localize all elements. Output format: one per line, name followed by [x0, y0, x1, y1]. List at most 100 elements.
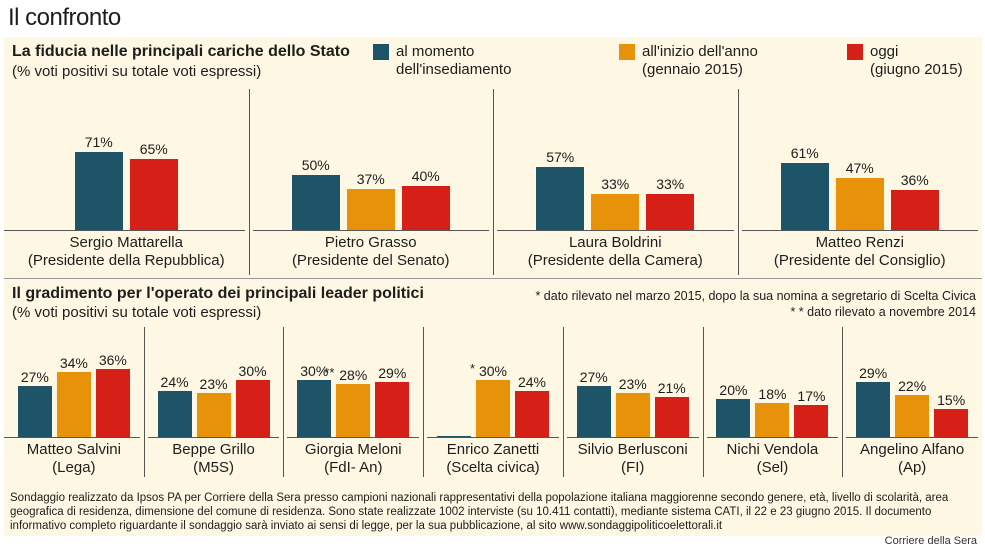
- value-label: 36%: [900, 172, 929, 189]
- value-label: 34%: [59, 355, 88, 372]
- group-separator: [423, 327, 425, 477]
- chart2-title: Il gradimento per l'operato dei principa…: [12, 285, 424, 302]
- value-label: 65%: [139, 140, 168, 157]
- value-label: 29%: [378, 364, 407, 381]
- bar-laura-boldrini-s3: [646, 193, 695, 230]
- category-rule: [846, 437, 978, 438]
- category-sublabel: (Ap): [897, 459, 927, 476]
- category-rule: [706, 437, 839, 438]
- bar-nichi-vendola-s3: [794, 404, 829, 437]
- category-sublabel: (Presidente del Consiglio): [773, 252, 946, 269]
- category-sublabel: (Lega): [52, 459, 96, 476]
- bar-giorgia-meloni-s2: [336, 383, 371, 437]
- asterisk-mark: *: [470, 361, 476, 376]
- value-label: 71%: [84, 133, 113, 150]
- bar-laura-boldrini-s1: [536, 167, 585, 230]
- category-sublabel: (Scelta civica): [446, 459, 540, 476]
- bar-pietro-grasso-s2: [346, 189, 395, 230]
- bar-angelino-alfano-s3: [934, 408, 969, 437]
- value-label: 21%: [657, 380, 686, 397]
- category-sublabel: (FI): [621, 459, 645, 476]
- value-label: 28%: [339, 366, 368, 383]
- category-rule: [252, 230, 489, 231]
- value-label: 40%: [411, 168, 440, 184]
- chart2-subtitle: (% voti positivi su totale voti espressi…: [12, 304, 262, 321]
- value-label: 30%: [478, 363, 508, 379]
- bar-laura-boldrini-s2: [591, 193, 640, 230]
- bar-silvio-berlusconi-s1: [576, 385, 611, 437]
- category-label: Matteo Salvini: [26, 441, 121, 458]
- legend-label-inizio-anno: all'inizio dell'anno (gennaio 2015): [642, 43, 758, 78]
- credit: Corriere della Sera: [884, 535, 977, 547]
- value-label: 23%: [618, 376, 647, 393]
- page-title: Il confronto: [8, 4, 121, 31]
- category-rule: [566, 437, 699, 438]
- group-separator: [248, 89, 250, 275]
- bar-matteo-salvini-s1: [17, 385, 52, 437]
- bar-pietro-grasso-s1: [291, 175, 340, 230]
- category-rule: [147, 437, 280, 438]
- category-label: Enrico Zanetti: [446, 441, 540, 458]
- group-separator: [562, 327, 564, 477]
- group-separator: [283, 327, 285, 477]
- chart1-subtitle: (% voti positivi su totale voti espressi…: [12, 63, 262, 80]
- category-rule: [287, 437, 420, 438]
- bar-beppe-grillo-s3: [235, 380, 270, 437]
- category-label: Laura Boldrini: [568, 234, 662, 251]
- bar-silvio-berlusconi-s2: [615, 393, 650, 437]
- bar-giorgia-meloni-s1: [297, 380, 332, 437]
- category-sublabel: (M5S): [193, 459, 234, 476]
- legend-swatch-oggi: [847, 44, 863, 60]
- value-label: 37%: [356, 171, 385, 188]
- value-label: 24%: [517, 374, 547, 391]
- legend-label-oggi: oggi (giugno 2015): [870, 43, 963, 78]
- category-label: Silvio Berlusconi: [577, 441, 688, 458]
- category-label: Giorgia Meloni: [304, 441, 402, 458]
- bar-nichi-vendola-s1: [716, 399, 751, 437]
- bar-silvio-berlusconi-s3: [654, 397, 689, 437]
- chart1-title: La fiducia nelle principali cariche dell…: [12, 43, 350, 60]
- category-label: Beppe Grillo: [172, 441, 255, 458]
- category-rule: [4, 437, 140, 438]
- value-label: 30%: [238, 363, 267, 379]
- value-label: 18%: [758, 385, 787, 402]
- category-label: Sergio Mattarella: [69, 234, 183, 251]
- bar-matteo-salvini-s2: [56, 372, 91, 437]
- chart-panel: La fiducia nelle principali cariche dell…: [4, 37, 982, 536]
- category-sublabel: (Presidente della Camera): [527, 252, 703, 269]
- value-label: 24%: [160, 374, 189, 391]
- legend-swatch-insediamento: [373, 44, 389, 60]
- bar-matteo-renzi-s2: [835, 178, 884, 230]
- bar-angelino-alfano-s1: [856, 381, 891, 437]
- value-label: 33%: [601, 175, 630, 192]
- asterisk-mark: **: [324, 364, 335, 380]
- bar-pietro-grasso-s3: [401, 186, 450, 230]
- value-label: 20%: [719, 382, 748, 398]
- section-divider: [4, 278, 982, 279]
- group-separator: [702, 327, 704, 477]
- group-separator: [842, 327, 844, 477]
- bar-giorgia-meloni-s3: [375, 381, 410, 437]
- bar-matteo-renzi-s1: [780, 162, 829, 230]
- group-separator: [143, 327, 145, 477]
- category-label: Angelino Alfano: [860, 441, 965, 458]
- footnote: Sondaggio realizzato da Ipsos PA per Cor…: [10, 492, 949, 532]
- value-label: 47%: [845, 160, 874, 177]
- category-sublabel: (Presidente del Senato): [291, 252, 450, 269]
- category-sublabel: (FdI- An): [324, 459, 383, 476]
- category-rule: [497, 230, 734, 231]
- category-rule: [427, 437, 559, 438]
- category-sublabel: (Sel): [756, 459, 789, 476]
- value-label: 50%: [301, 157, 330, 173]
- bar-sergio-mattarella-s3: [129, 158, 178, 230]
- category-label: Pietro Grasso: [324, 234, 417, 251]
- value-label: 36%: [98, 351, 127, 368]
- note-meloni: * * dato rilevato a novembre 2014: [790, 305, 976, 319]
- value-label: 33%: [656, 175, 685, 192]
- category-label: Matteo Renzi: [815, 234, 904, 251]
- bar-enrico-zanetti-s3: [515, 391, 549, 437]
- bar-matteo-renzi-s3: [890, 190, 939, 230]
- bar-beppe-grillo-s1: [157, 391, 192, 437]
- value-label: 27%: [20, 368, 49, 385]
- value-label: 61%: [790, 144, 819, 161]
